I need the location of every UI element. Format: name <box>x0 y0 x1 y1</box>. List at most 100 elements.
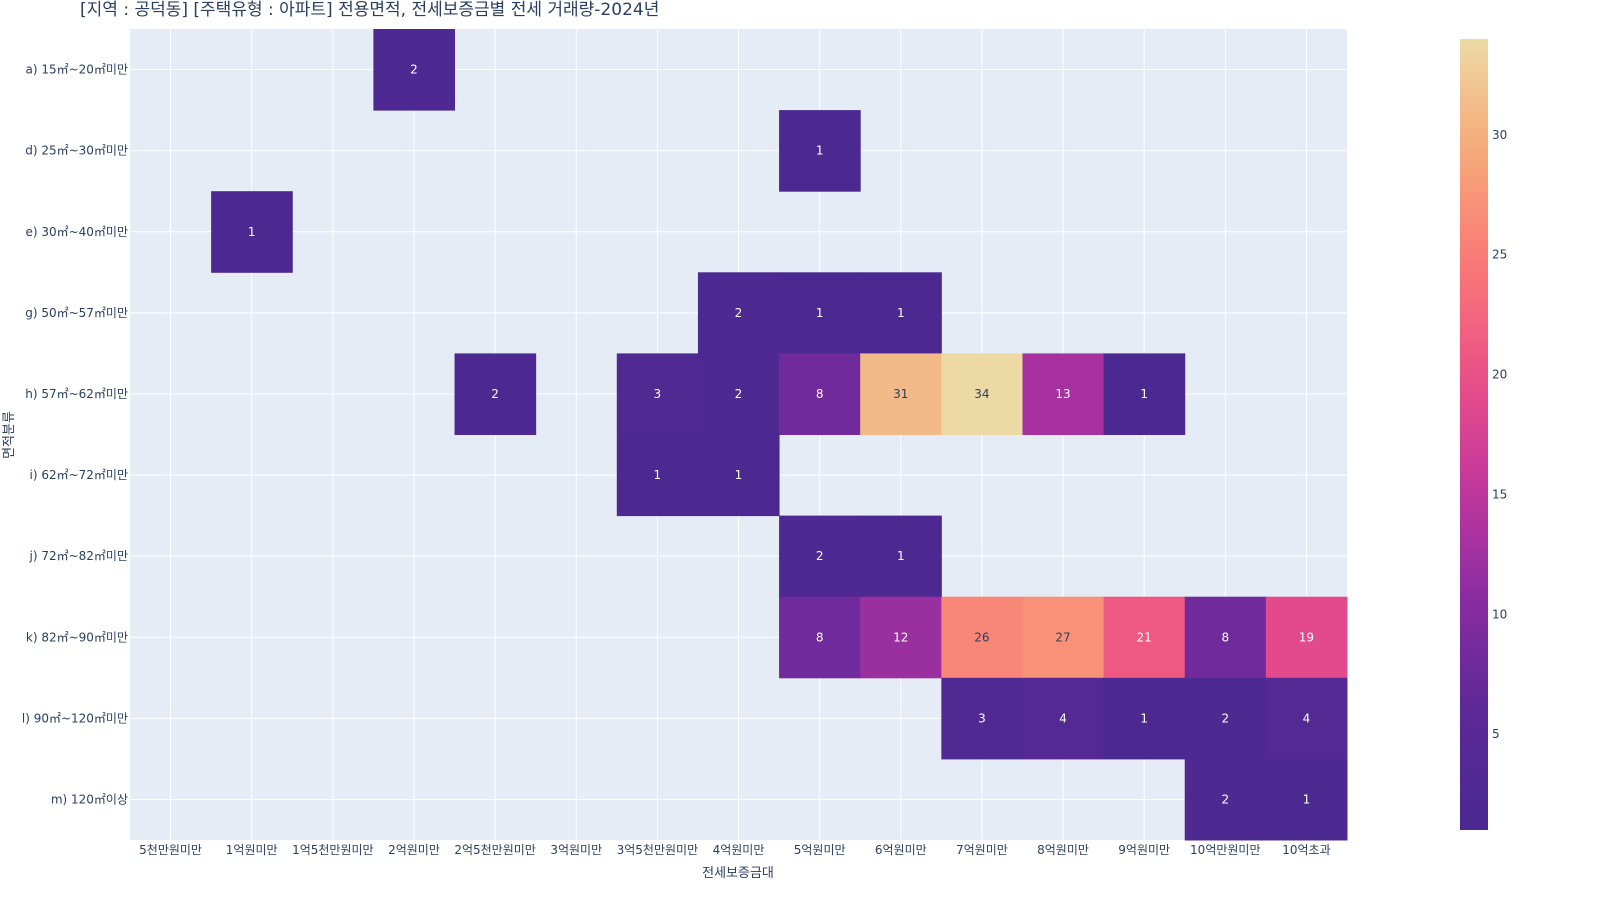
cell-value-label: 2 <box>491 387 499 401</box>
cell-value-label: 1 <box>654 468 662 482</box>
y-tick-label: g) 50㎡~57㎡미만 <box>25 306 128 320</box>
y-tick-label: e) 30㎡~40㎡미만 <box>25 225 128 239</box>
heatmap-cell <box>860 272 942 354</box>
heatmap-cell <box>211 191 293 273</box>
cell-value-label: 1 <box>735 468 743 482</box>
x-tick-label: 1억원미만 <box>226 843 278 857</box>
x-tick-label: 3억원미만 <box>550 843 602 857</box>
heatmap-cell <box>616 353 699 435</box>
cell-value-label: 3 <box>654 387 662 401</box>
heatmap-cell <box>1184 596 1267 679</box>
heatmap-cell <box>697 272 780 354</box>
y-tick-label: a) 15㎡~20㎡미만 <box>25 63 128 77</box>
cell-value-label: 26 <box>974 630 989 644</box>
heatmap-cell <box>1022 677 1105 760</box>
heatmap-cell <box>1184 758 1267 841</box>
cell-value-label: 1 <box>897 306 905 320</box>
heatmap-cell <box>779 596 861 679</box>
y-tick-label: i) 62㎡~72㎡미만 <box>29 468 128 482</box>
cell-value-label: 1 <box>897 549 905 563</box>
heatmap-cell <box>697 353 780 435</box>
heatmap-cell <box>1265 677 1348 760</box>
heatmap-cell <box>779 272 861 354</box>
y-tick-label: k) 82㎡~90㎡미만 <box>26 630 128 644</box>
chart-title: [지역 : 공덕동] [주택유형 : 아파트] 전용면적, 전세보증금별 전세 … <box>80 0 659 20</box>
x-tick-label: 4억원미만 <box>713 843 765 857</box>
heatmap-cell <box>697 434 780 517</box>
cell-value-label: 8 <box>1221 630 1229 644</box>
x-tick-label: 3억5천만원미만 <box>617 842 699 857</box>
heatmap-cell <box>860 515 942 598</box>
cell-value-label: 1 <box>1140 711 1148 725</box>
y-tick-label: m) 120㎡이상 <box>51 792 128 806</box>
cell-value-label: 2 <box>1221 711 1229 725</box>
cell-value-label: 34 <box>974 387 989 401</box>
colorbar-tick-label: 15 <box>1492 487 1507 501</box>
heatmap-cell <box>779 515 861 598</box>
x-tick-label: 5천만원미만 <box>139 842 202 857</box>
x-tick-label: 10억초과 <box>1282 843 1330 857</box>
cell-value-label: 1 <box>248 225 256 239</box>
x-tick-label: 6억원미만 <box>875 843 927 857</box>
cell-value-label: 31 <box>893 387 908 401</box>
heatmap-cell <box>941 596 1023 679</box>
cell-value-label: 19 <box>1299 630 1314 644</box>
colorbar-tick-label: 20 <box>1492 368 1507 382</box>
y-tick-label: l) 90㎡~120㎡미만 <box>22 711 128 725</box>
x-tick-label: 2억5천만원미만 <box>454 842 536 857</box>
heatmap-cell <box>941 677 1023 760</box>
cell-value-label: 8 <box>816 630 824 644</box>
heatmap-cell <box>1022 596 1105 679</box>
x-tick-label: 5억원미만 <box>794 843 846 857</box>
cell-value-label: 8 <box>816 387 824 401</box>
x-tick-label: 9억원미만 <box>1118 843 1170 857</box>
cell-value-label: 2 <box>735 306 743 320</box>
heatmap-cell <box>860 353 942 435</box>
y-axis-title: 면적분류 <box>2 411 17 459</box>
y-tick-label: h) 57㎡~62㎡미만 <box>25 387 128 401</box>
heatmap-cell <box>454 353 537 435</box>
x-axis-title: 전세보증금대 <box>702 866 774 881</box>
cell-value-label: 1 <box>1140 387 1148 401</box>
heatmap-cell <box>1103 353 1186 435</box>
cell-value-label: 13 <box>1055 387 1070 401</box>
cell-value-label: 1 <box>816 144 824 158</box>
colorbar-tick-label: 5 <box>1492 727 1500 741</box>
heatmap-cell <box>1265 758 1348 841</box>
cell-value-label: 1 <box>816 306 824 320</box>
cell-value-label: 1 <box>1303 792 1311 806</box>
cell-value-label: 21 <box>1137 630 1152 644</box>
cell-value-label: 27 <box>1055 630 1070 644</box>
colorbar: 5 10 15 20 25 30 <box>1460 39 1507 830</box>
cell-value-label: 4 <box>1059 711 1067 725</box>
cell-value-label: 2 <box>816 549 824 563</box>
heatmap-cell <box>1184 677 1267 760</box>
x-tick-label: 2억원미만 <box>388 843 440 857</box>
colorbar-tick-label: 10 <box>1492 607 1507 621</box>
x-tick-label: 10억만원미만 <box>1190 843 1260 857</box>
heatmap-cell <box>779 110 861 192</box>
heatmap-cell <box>941 353 1023 435</box>
heatmap-cell <box>860 596 942 679</box>
y-tick-label: d) 25㎡~30㎡미만 <box>25 144 128 158</box>
x-tick-label: 1억5천만원미만 <box>292 842 374 857</box>
cell-value-label: 12 <box>893 630 908 644</box>
colorbar-tick-label: 30 <box>1492 128 1507 142</box>
cell-value-label: 2 <box>735 387 743 401</box>
colorbar-gradient <box>1460 39 1488 830</box>
heatmap-cell <box>373 29 456 111</box>
heatmap-cell <box>616 434 699 517</box>
y-tick-label: j) 72㎡~82㎡미만 <box>28 549 128 563</box>
heatmap-cell <box>1022 353 1105 435</box>
colorbar-tick-label: 25 <box>1492 248 1507 262</box>
heatmap-cell <box>779 353 861 435</box>
heatmap-cell <box>1265 596 1348 679</box>
cell-value-label: 2 <box>1221 792 1229 806</box>
heatmap-cell <box>1103 677 1186 760</box>
x-tick-label: 8억원미만 <box>1037 843 1089 857</box>
cell-value-label: 3 <box>978 711 986 725</box>
heatmap-cell <box>1103 596 1186 679</box>
x-tick-label: 7억원미만 <box>956 843 1008 857</box>
